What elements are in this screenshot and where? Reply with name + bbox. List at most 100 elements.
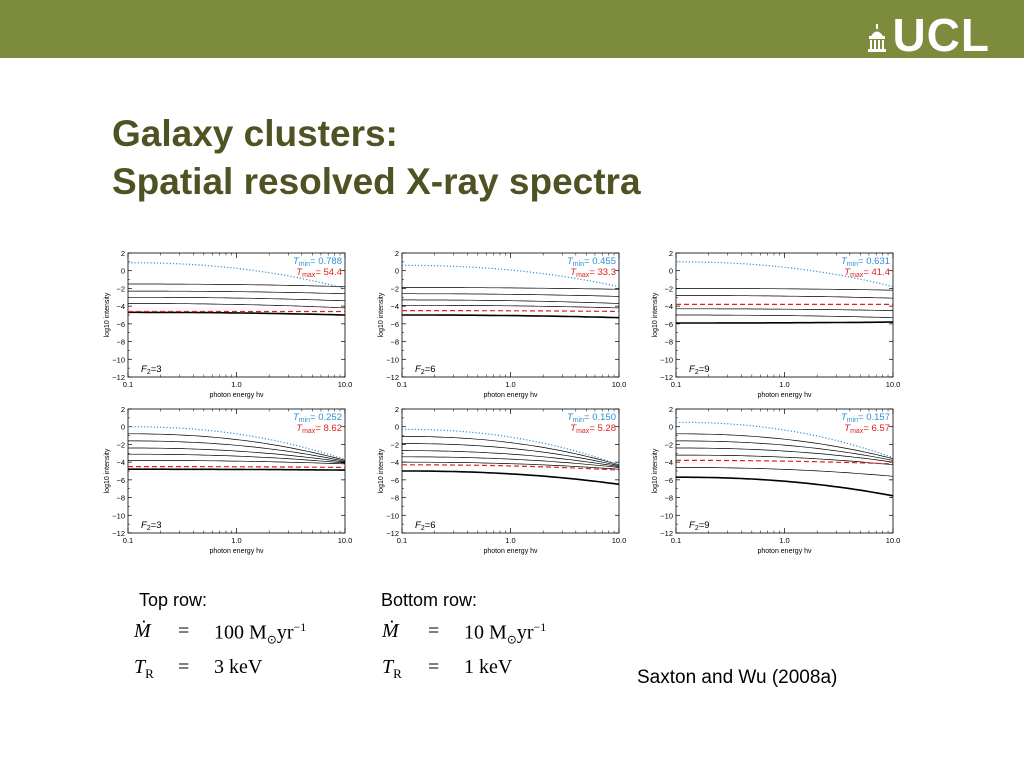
x-tick-label: 0.1 xyxy=(671,380,681,389)
y-tick-label: −2 xyxy=(664,284,673,293)
y-tick-label: −12 xyxy=(660,529,673,538)
y-tick-label: −12 xyxy=(386,529,399,538)
x-tick-label: 1.0 xyxy=(505,380,515,389)
y-tick-label: −2 xyxy=(390,440,399,449)
x-tick-label: 0.1 xyxy=(123,380,133,389)
logo-text: UCL xyxy=(892,9,990,61)
spectrum-curve xyxy=(402,299,620,304)
spectrum-curve xyxy=(128,468,345,471)
tr-symbol: TR xyxy=(382,656,402,681)
tmin-label: Tmin= 0.788 xyxy=(293,256,342,268)
x-tick-label: 0.1 xyxy=(671,536,681,545)
y-tick-label: −4 xyxy=(390,458,399,467)
portico-dome-icon xyxy=(868,24,887,52)
y-tick-label: 2 xyxy=(395,405,399,414)
slide-title: Galaxy clusters: Spatial resolved X-ray … xyxy=(112,110,641,206)
x-axis-label: photon energy hν xyxy=(757,392,812,399)
y-tick-label: −12 xyxy=(660,373,673,382)
spectrum-panel-bottom-3: 2 0 −2 −4 −6 −8 −10 −12 0.1 1.0 10.0 photon energy … xyxy=(646,404,906,556)
x-tick-label: 1.0 xyxy=(505,536,515,545)
tmax-curve xyxy=(402,464,620,471)
equals-sign: = xyxy=(428,620,440,642)
spectrum-curve xyxy=(402,314,620,319)
spectrum-panel-top-2: 2 0 −2 −4 −6 −8 −10 −12 0.1 1.0 10.0 photon energy … xyxy=(372,248,632,400)
f2-label: F2=3 xyxy=(141,520,162,532)
y-tick-label: −6 xyxy=(664,476,673,485)
y-tick-label: 0 xyxy=(395,423,399,432)
spectrum-curve xyxy=(128,290,346,295)
spectrum-curve xyxy=(402,450,620,467)
y-axis-label: log10 intensity xyxy=(378,292,385,337)
spectrum-curve xyxy=(676,447,894,463)
spectrum-curve xyxy=(402,287,620,290)
spectrum-curve xyxy=(128,440,346,462)
spectrum-chart: 2 0 −2 −4 −6 −8 −10 −120.1 1.0 10.0 photon energy … xyxy=(378,249,626,399)
spectrum-curve xyxy=(676,308,894,311)
x-tick-label: 1.0 xyxy=(779,380,789,389)
spectrum-curve xyxy=(402,470,620,486)
mdot-equation: Ṁ = 100 M⊙yr−1 xyxy=(134,620,354,656)
f2-label: F2=3 xyxy=(141,364,162,376)
spectrum-panel-bottom-1: 2 0 −2 −4 −6 −8 −10 −12 0.1 1.0 10.0 photon energy … xyxy=(98,404,358,556)
mdot-equation: Ṁ = 10 M⊙yr−1 xyxy=(382,620,602,656)
spectrum-curve xyxy=(676,476,894,497)
y-tick-label: −6 xyxy=(116,320,125,329)
tmin-label: Tmin= 0.631 xyxy=(841,256,890,268)
x-tick-label: 10.0 xyxy=(612,536,627,545)
y-tick-label: 2 xyxy=(395,249,399,258)
y-tick-label: −10 xyxy=(112,511,125,520)
spectrum-curve xyxy=(128,447,346,463)
equals-sign: = xyxy=(178,656,190,678)
tmin-curve xyxy=(676,421,894,459)
y-tick-label: −4 xyxy=(116,302,125,311)
spectrum-chart: 2 0 −2 −4 −6 −8 −10 −120.1 1.0 10.0 photon energy … xyxy=(652,249,900,399)
y-tick-label: −4 xyxy=(116,458,125,467)
tmax-curve xyxy=(402,310,620,313)
x-tick-label: 10.0 xyxy=(338,536,353,545)
bottom-row-equations: Ṁ = 10 M⊙yr−1 TR = 1 keV xyxy=(382,620,602,692)
y-tick-label: −10 xyxy=(660,355,673,364)
x-axis-label: photon energy hν xyxy=(209,392,264,399)
spectrum-panel-bottom-2: 2 0 −2 −4 −6 −8 −10 −12 0.1 1.0 10.0 photon energy … xyxy=(372,404,632,556)
y-tick-label: 2 xyxy=(669,249,673,258)
f2-label: F2=6 xyxy=(415,364,436,376)
spectrum-curve xyxy=(128,311,346,316)
y-tick-label: −12 xyxy=(112,529,125,538)
y-tick-label: −8 xyxy=(390,494,399,503)
tmin-curve xyxy=(676,261,894,288)
mdot-value: 10 M⊙yr−1 xyxy=(464,620,547,647)
x-axis-label: photon energy hν xyxy=(209,548,264,555)
tr-value: 1 keV xyxy=(464,656,513,678)
x-axis-label: photon energy hν xyxy=(757,548,812,555)
tmin-curve xyxy=(402,428,620,466)
tmax-curve xyxy=(676,459,894,465)
y-tick-label: −6 xyxy=(664,320,673,329)
x-tick-label: 0.1 xyxy=(397,536,407,545)
tmin-curve xyxy=(402,264,620,288)
y-tick-label: 0 xyxy=(121,267,125,276)
spectrum-curve xyxy=(676,314,894,319)
spectrum-curve xyxy=(128,283,346,288)
y-axis-label: log10 intensity xyxy=(104,292,111,337)
tr-symbol: TR xyxy=(134,656,154,681)
y-tick-label: −8 xyxy=(664,494,673,503)
tmax-label: Tmax= 33.3 xyxy=(570,267,616,279)
spectrum-curve xyxy=(128,433,346,461)
spectrum-curve xyxy=(676,295,894,299)
spectrum-curve xyxy=(402,461,620,470)
y-tick-label: −10 xyxy=(660,511,673,520)
x-tick-label: 0.1 xyxy=(123,536,133,545)
x-tick-label: 1.0 xyxy=(779,536,789,545)
tmin-label: Tmin= 0.157 xyxy=(841,412,890,424)
y-tick-label: −10 xyxy=(112,355,125,364)
spectrum-curve xyxy=(402,456,620,468)
y-tick-label: −8 xyxy=(116,494,125,503)
x-tick-label: 10.0 xyxy=(338,380,353,389)
y-tick-label: 2 xyxy=(669,405,673,414)
y-axis-label: log10 intensity xyxy=(104,448,111,493)
x-axis-label: photon energy hν xyxy=(483,548,538,555)
spectrum-curve xyxy=(402,436,620,466)
tmax-label: Tmax= 54.4 xyxy=(296,267,342,279)
tmin-curve xyxy=(127,262,346,289)
tmin-curve xyxy=(128,426,346,461)
